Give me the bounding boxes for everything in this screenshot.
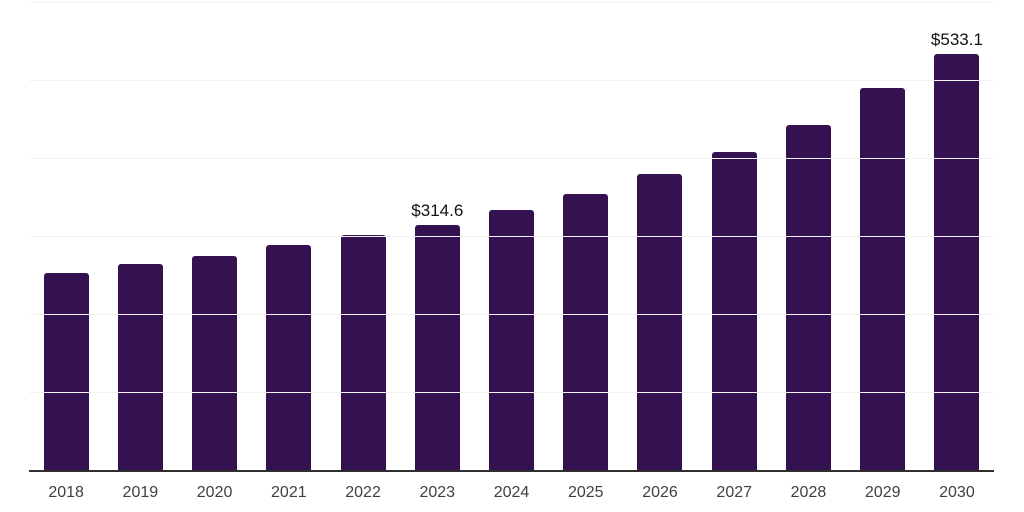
gridline-600 xyxy=(29,2,994,3)
data-label-2030: $533.1 xyxy=(930,30,983,50)
bar-column-2021 xyxy=(252,2,326,470)
gridline-200 xyxy=(29,314,994,316)
bar-2023[interactable] xyxy=(414,224,460,470)
bar-2028[interactable] xyxy=(785,125,831,470)
bar-column-2027 xyxy=(697,2,771,470)
x-tick-label-2026: 2026 xyxy=(642,484,678,501)
bar-column-2025 xyxy=(549,2,623,470)
gridline-500 xyxy=(29,80,994,81)
gridline-100 xyxy=(29,392,994,394)
bar-2021[interactable] xyxy=(266,245,312,470)
bar-2022[interactable] xyxy=(340,235,386,470)
x-tick-label-2028: 2028 xyxy=(790,484,827,501)
data-label-2023: $314.6 xyxy=(411,200,464,220)
bar-column-2029 xyxy=(846,2,920,470)
bar-column-2028 xyxy=(771,2,845,470)
x-tick-label-2018: 2018 xyxy=(48,484,84,501)
x-tick-label-2024: 2024 xyxy=(493,484,530,501)
bar-column-2030: $533.1 xyxy=(920,2,994,470)
bar-column-2026 xyxy=(623,2,697,470)
bar-2029[interactable] xyxy=(860,88,906,470)
x-axis-line xyxy=(29,470,994,472)
bar-column-2020 xyxy=(177,2,251,470)
bar-2025[interactable] xyxy=(563,193,609,470)
gridline-400 xyxy=(29,158,994,160)
bar-2026[interactable] xyxy=(637,174,683,470)
gridline-300 xyxy=(29,236,994,237)
x-tick-label-2020: 2020 xyxy=(196,484,233,501)
x-tick-label-2027: 2027 xyxy=(716,484,753,501)
x-tick-label-2025: 2025 xyxy=(567,484,604,501)
x-axis-tick-labels: 2018 2019 2020 2021 2022 2023 2024 2025 2026 2027… xyxy=(29,484,994,502)
bar-column-2019 xyxy=(103,2,177,470)
bar-2030[interactable] xyxy=(934,54,980,470)
bar-column-2022 xyxy=(326,2,400,470)
x-tick-label-2021: 2021 xyxy=(271,484,307,501)
x-tick-label-2030: 2030 xyxy=(939,484,975,501)
bars-row: $314.6 $533.1 xyxy=(29,2,994,470)
bar-column-2018 xyxy=(29,2,103,470)
x-tick-label-2029: 2029 xyxy=(864,484,901,501)
x-tick-label-2019: 2019 xyxy=(122,484,159,501)
bar-2019[interactable] xyxy=(117,264,163,470)
bar-column-2024 xyxy=(474,2,548,470)
x-tick-label-2023: 2023 xyxy=(419,484,456,501)
x-tick-label-2022: 2022 xyxy=(345,484,381,501)
bar-2020[interactable] xyxy=(192,255,238,470)
bar-2018[interactable] xyxy=(43,272,89,470)
bar-column-2023: $314.6 xyxy=(400,2,474,470)
plot-area: $314.6 $533.1 xyxy=(29,2,994,472)
bar-2024[interactable] xyxy=(489,210,535,470)
bar-2027[interactable] xyxy=(711,152,757,470)
